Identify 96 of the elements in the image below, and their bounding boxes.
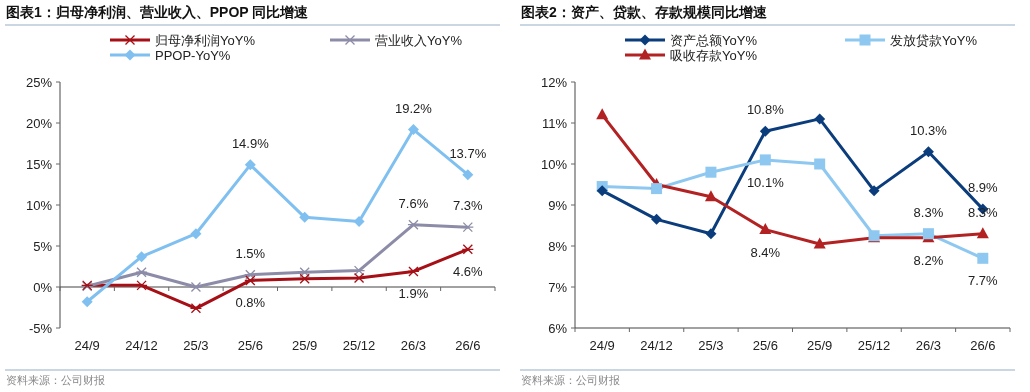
- point: [759, 223, 772, 235]
- chart-title: 图表1：归母净利润、营业收入、PPOP 同比增速: [6, 4, 310, 20]
- point: [136, 251, 148, 263]
- x-tick-label: 26/3: [400, 338, 427, 353]
- label: 8.9%: [968, 180, 998, 196]
- point: [299, 211, 311, 223]
- label: 7.3%: [453, 198, 483, 214]
- x-tick-label: 25/9: [807, 338, 833, 353]
- x-tick-label: 24/12: [640, 338, 673, 353]
- point: [244, 159, 256, 171]
- label: 8.4%: [750, 244, 781, 260]
- x-tick-label: 24/9: [589, 338, 615, 353]
- point: [976, 227, 989, 239]
- point: [813, 237, 826, 249]
- y-tick-label: 12%: [540, 75, 568, 90]
- y-tick-label: 10%: [25, 198, 53, 213]
- label: 10.8%: [746, 102, 784, 118]
- label: 19.2%: [395, 100, 432, 116]
- label: 14.9%: [231, 135, 269, 151]
- x-tick-label: 25/6: [237, 338, 263, 353]
- point: [135, 280, 148, 291]
- x-tick-label: 26/6: [455, 338, 481, 353]
- point: [407, 266, 420, 277]
- point: [81, 296, 93, 308]
- legend-label: 吸收存款YoY%: [670, 48, 758, 63]
- y-tick-label: 10%: [540, 157, 568, 172]
- x-tick-label: 26/6: [970, 338, 996, 353]
- y-tick-label: 20%: [25, 116, 53, 131]
- x-tick-label: 25/12: [857, 338, 891, 353]
- label: 0.8%: [235, 295, 266, 311]
- point: [407, 219, 420, 230]
- point: [135, 267, 148, 278]
- label: 1.5%: [235, 245, 266, 261]
- x-tick-label: 26/3: [915, 338, 942, 353]
- point: [596, 108, 609, 120]
- label: 10.1%: [746, 174, 784, 190]
- point: [705, 228, 717, 240]
- point: [353, 215, 365, 227]
- x-tick-label: 25/3: [183, 338, 209, 353]
- label: 4.6%: [453, 264, 483, 280]
- y-tick-label: -5%: [28, 321, 53, 336]
- point: [704, 190, 717, 202]
- point: [759, 154, 771, 166]
- label: 1.9%: [398, 286, 429, 302]
- legend-label: PPOP-YoY%: [155, 48, 231, 63]
- point: [651, 183, 663, 195]
- x-tick-label: 25/9: [292, 338, 318, 353]
- label: 7.6%: [398, 195, 429, 211]
- y-tick-label: 11%: [541, 116, 568, 131]
- point: [352, 272, 366, 284]
- label: 10.3%: [910, 122, 947, 138]
- legend-label: 归母净利润YoY%: [155, 33, 256, 48]
- x-tick-label: 25/6: [752, 338, 778, 353]
- point: [352, 265, 366, 276]
- point: [298, 267, 311, 278]
- point: [189, 281, 203, 293]
- point: [189, 303, 203, 314]
- y-tick-label: 25%: [25, 75, 53, 90]
- point: [651, 213, 663, 225]
- y-tick-label: 15%: [25, 157, 53, 172]
- point: [244, 275, 257, 286]
- chart-title: 图表2：资产、贷款、存款规模同比增速: [521, 4, 768, 20]
- y-tick-label: 9%: [548, 198, 568, 213]
- y-tick-label: 5%: [33, 239, 53, 254]
- label: 13.7%: [449, 145, 487, 161]
- point: [190, 228, 202, 240]
- y-tick-label: 7%: [548, 280, 568, 295]
- label: 8.3%: [913, 204, 944, 220]
- point: [461, 244, 474, 255]
- legend-label: 发放贷款YoY%: [890, 33, 978, 48]
- x-tick-label: 24/9: [74, 338, 100, 353]
- point: [922, 146, 934, 158]
- point: [868, 185, 880, 197]
- legend-label: 营业收入YoY%: [375, 33, 463, 48]
- legend-label: 资产总额YoY%: [670, 33, 758, 48]
- x-tick-label: 25/3: [698, 338, 724, 353]
- point: [705, 166, 717, 178]
- x-tick-label: 24/12: [125, 338, 158, 353]
- label: 8.2%: [913, 252, 944, 268]
- y-tick-label: 0%: [33, 280, 53, 295]
- text: 资料来源：公司财报: [6, 374, 105, 386]
- point: [977, 252, 989, 264]
- x-tick-label: 25/12: [342, 338, 376, 353]
- y-tick-label: 6%: [548, 321, 568, 336]
- label: 7.7%: [968, 273, 998, 289]
- point: [298, 273, 311, 284]
- y-tick-label: 8%: [548, 239, 568, 254]
- text: 资料来源：公司财报: [521, 374, 620, 386]
- point: [814, 113, 826, 125]
- point: [814, 158, 826, 170]
- point: [759, 125, 771, 137]
- point: [596, 185, 608, 197]
- point: [462, 169, 474, 181]
- label: 8.3%: [968, 204, 998, 220]
- point: [244, 269, 257, 280]
- point: [407, 124, 419, 136]
